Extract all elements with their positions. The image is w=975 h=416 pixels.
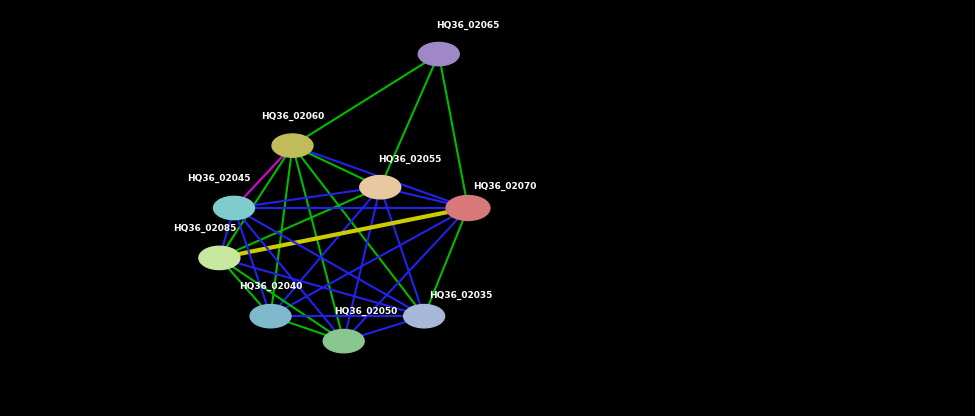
Circle shape bbox=[360, 176, 401, 199]
Text: HQ36_02035: HQ36_02035 bbox=[429, 291, 492, 300]
Text: HQ36_02045: HQ36_02045 bbox=[187, 174, 252, 183]
Circle shape bbox=[250, 305, 292, 328]
Circle shape bbox=[272, 134, 313, 157]
Text: HQ36_02065: HQ36_02065 bbox=[437, 21, 499, 30]
Text: HQ36_02050: HQ36_02050 bbox=[334, 307, 397, 316]
Circle shape bbox=[447, 196, 489, 220]
Text: HQ36_02040: HQ36_02040 bbox=[239, 282, 302, 291]
Text: HQ36_02055: HQ36_02055 bbox=[378, 155, 442, 164]
Text: HQ36_02085: HQ36_02085 bbox=[173, 224, 236, 233]
Circle shape bbox=[404, 305, 445, 328]
Circle shape bbox=[214, 196, 254, 220]
Text: HQ36_02070: HQ36_02070 bbox=[473, 182, 536, 191]
Text: HQ36_02060: HQ36_02060 bbox=[261, 111, 324, 121]
Circle shape bbox=[323, 329, 365, 353]
Circle shape bbox=[418, 42, 459, 66]
Circle shape bbox=[199, 246, 240, 270]
